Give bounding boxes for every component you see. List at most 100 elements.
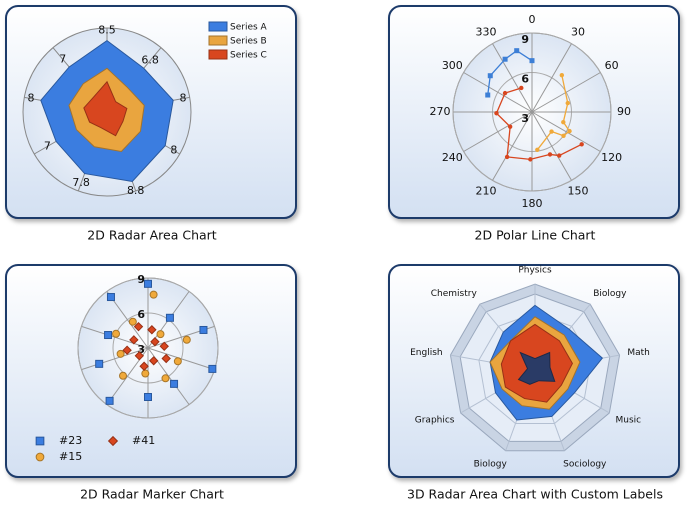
marker bbox=[119, 371, 128, 380]
angle-tick-label: 30 bbox=[571, 25, 585, 38]
marker bbox=[116, 349, 125, 358]
angle-tick-label: 0 bbox=[529, 13, 536, 26]
angle-tick-label: 240 bbox=[442, 151, 463, 164]
marker bbox=[161, 374, 170, 383]
category-label: Graphics bbox=[415, 415, 455, 425]
marker bbox=[549, 129, 554, 134]
data-label: 7.8 bbox=[72, 176, 90, 189]
marker bbox=[182, 335, 191, 344]
marker bbox=[161, 353, 171, 364]
marker bbox=[528, 157, 533, 162]
marker bbox=[149, 290, 158, 299]
marker bbox=[507, 124, 513, 129]
spoke bbox=[531, 72, 601, 113]
marker bbox=[106, 293, 115, 302]
spoke bbox=[531, 111, 601, 152]
marker bbox=[559, 72, 565, 78]
legend-label: Series A bbox=[230, 23, 268, 33]
category-label: English bbox=[410, 348, 443, 358]
legend-label: #15 bbox=[59, 450, 82, 463]
marker bbox=[504, 154, 510, 160]
marker bbox=[565, 100, 570, 106]
marker bbox=[529, 58, 535, 64]
category-label: Sociology bbox=[563, 459, 607, 469]
data-label: 6.8 bbox=[141, 54, 159, 67]
angle-tick-label: 210 bbox=[476, 185, 497, 198]
spoke bbox=[463, 72, 533, 113]
data-label: 8 bbox=[27, 92, 34, 105]
legend-label: Series B bbox=[230, 37, 267, 47]
marker bbox=[487, 73, 493, 79]
data-label: 7 bbox=[44, 139, 51, 152]
legend-label: #41 bbox=[132, 434, 155, 447]
category-label: Music bbox=[615, 415, 641, 425]
data-label: 8.8 bbox=[127, 184, 145, 197]
marker bbox=[494, 111, 499, 116]
marker bbox=[144, 279, 152, 288]
marker bbox=[579, 142, 584, 147]
legend-swatch bbox=[107, 435, 119, 447]
spoke bbox=[492, 111, 533, 181]
marker bbox=[148, 356, 159, 366]
marker bbox=[170, 379, 179, 388]
marker bbox=[502, 90, 508, 96]
legend-swatch bbox=[35, 452, 45, 462]
marker bbox=[557, 153, 562, 158]
category-label: Biology bbox=[474, 459, 508, 469]
marker bbox=[485, 92, 491, 98]
data-label: 8.5 bbox=[98, 24, 116, 37]
marker bbox=[208, 364, 217, 373]
radar-area bbox=[83, 80, 128, 137]
marker bbox=[139, 361, 149, 371]
chart-title: 3D Radar Area Chart with Custom Labels bbox=[407, 487, 663, 502]
marker bbox=[561, 119, 566, 125]
legend-label: #23 bbox=[59, 434, 82, 447]
spoke bbox=[147, 347, 215, 371]
marker bbox=[129, 335, 139, 345]
marker bbox=[156, 330, 165, 339]
radius-tick-label: 9 bbox=[137, 273, 145, 286]
category-label: Chemistry bbox=[431, 289, 478, 299]
radar-area bbox=[517, 351, 556, 385]
radius-tick-label: 9 bbox=[521, 33, 529, 46]
marker bbox=[144, 393, 152, 401]
marker bbox=[165, 313, 174, 322]
angle-tick-label: 300 bbox=[442, 59, 463, 72]
legend-swatch bbox=[208, 49, 228, 60]
legend-label: Series C bbox=[230, 51, 267, 61]
angle-tick-label: 270 bbox=[430, 105, 451, 118]
spoke bbox=[81, 347, 149, 371]
category-label: Math bbox=[627, 348, 650, 358]
data-label: 8 bbox=[170, 144, 177, 157]
marker bbox=[95, 359, 104, 368]
marker bbox=[105, 396, 114, 405]
marker bbox=[128, 317, 137, 326]
category-label: Physics bbox=[518, 266, 552, 276]
marker bbox=[159, 341, 169, 351]
legend-swatch bbox=[208, 21, 228, 32]
angle-tick-label: 180 bbox=[522, 197, 543, 210]
marker bbox=[122, 345, 132, 355]
legend-swatch bbox=[35, 436, 45, 446]
angle-tick-label: 150 bbox=[568, 185, 589, 198]
marker bbox=[502, 56, 508, 62]
marker bbox=[547, 152, 553, 157]
marker bbox=[173, 357, 182, 366]
marker bbox=[134, 351, 145, 361]
marker bbox=[561, 133, 566, 138]
radius-tick-label: 6 bbox=[521, 73, 529, 86]
marker bbox=[104, 331, 113, 340]
spoke bbox=[463, 111, 533, 152]
data-label: 8 bbox=[180, 92, 187, 105]
marker bbox=[199, 325, 208, 334]
spoke bbox=[492, 43, 533, 113]
marker bbox=[141, 369, 150, 378]
radius-tick-label: 3 bbox=[137, 343, 145, 356]
radius-tick-label: 3 bbox=[521, 112, 529, 125]
marker bbox=[147, 325, 157, 335]
radius-tick-label: 6 bbox=[137, 308, 145, 321]
marker bbox=[535, 147, 540, 153]
marker bbox=[112, 329, 121, 338]
spoke bbox=[531, 111, 572, 181]
marker bbox=[567, 128, 572, 134]
